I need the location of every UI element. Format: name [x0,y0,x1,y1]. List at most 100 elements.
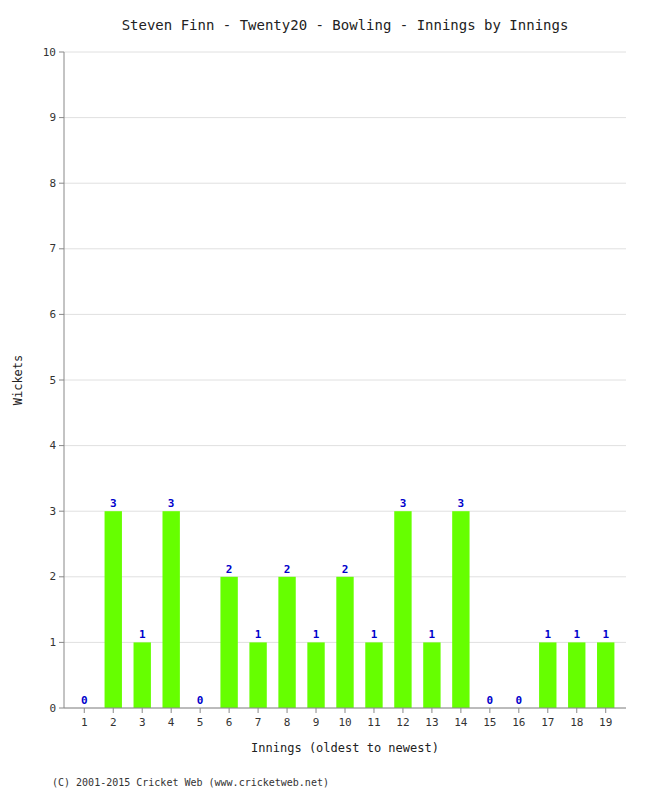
x-tick [229,708,230,713]
x-tick-label: 10 [338,716,351,729]
x-tick-label: 15 [483,716,496,729]
y-tick-label: 10 [43,46,56,59]
title: Steven Finn - Twenty20 - Bowling - Innin… [122,17,569,33]
y-tick [59,117,64,118]
x-tick [373,708,374,713]
y-tick-label: 0 [49,702,56,715]
bar [394,511,411,708]
x-tick-label: 8 [284,716,291,729]
data-label: 0 [516,694,523,707]
grid-line [64,380,626,381]
y-axis: 012345678910 [43,46,64,715]
y-tick [59,183,64,184]
y-tick-label: 8 [49,177,56,190]
x-tick-label: 19 [599,716,612,729]
bar [307,642,324,708]
x-tick [316,708,317,713]
bars [105,511,615,708]
bar [336,577,353,708]
x-tick-label: 17 [541,716,554,729]
y-tick-label: 9 [49,111,56,124]
y-tick [59,576,64,577]
y-tick-label: 3 [49,505,56,518]
x-tick [576,708,577,713]
x-tick-label: 9 [313,716,320,729]
y-tick [59,52,64,53]
x-tick [84,708,85,713]
x-tick-label: 11 [367,716,380,729]
y-tick-label: 1 [49,636,56,649]
bar [162,511,179,708]
data-label: 0 [81,694,88,707]
grid-line [64,445,626,446]
data-label: 1 [602,628,609,641]
x-tick [431,708,432,713]
x-tick-label: 13 [425,716,438,729]
data-label: 3 [110,497,117,510]
data-label: 1 [573,628,580,641]
grid-line [64,511,626,512]
data-label: 0 [487,694,494,707]
x-tick [605,708,606,713]
bar [105,511,122,708]
x-tick [547,708,548,713]
bar [568,642,585,708]
y-tick-label: 4 [49,439,56,452]
x-tick-label: 5 [197,716,204,729]
x-tick-label: 12 [396,716,409,729]
data-label: 3 [458,497,465,510]
data-label: 3 [168,497,175,510]
x-tick [113,708,114,713]
y-tick-label: 2 [49,570,56,583]
x-tick [518,708,519,713]
x-tick-label: 4 [168,716,175,729]
bar [423,642,440,708]
footer: (C) 2001-2015 Cricket Web (www.cricketwe… [52,777,329,788]
data-labels: 0313021212131300111 [81,497,609,707]
y-tick [59,380,64,381]
data-label: 0 [197,694,204,707]
y-tick-label: 6 [49,308,56,321]
data-label: 1 [544,628,551,641]
x-tick [345,708,346,713]
x-tick [142,708,143,713]
x-axis-label: Innings (oldest to newest) [251,741,439,755]
bar [539,642,556,708]
bar [249,642,266,708]
x-tick [258,708,259,713]
x-tick [171,708,172,713]
y-tick [59,708,64,709]
data-label: 3 [400,497,407,510]
bar [597,642,614,708]
y-tick [59,248,64,249]
bar [220,577,237,708]
x-tick-label: 6 [226,716,233,729]
x-tick [402,708,403,713]
data-label: 1 [429,628,436,641]
chart-container: 0123456789100313021212131300111123456789… [0,0,650,800]
x-tick [287,708,288,713]
y-tick [59,511,64,512]
grid-line [64,117,626,118]
bar [452,511,469,708]
data-label: 1 [255,628,262,641]
y-tick-label: 7 [49,242,56,255]
x-tick-label: 16 [512,716,525,729]
y-tick [59,445,64,446]
y-tick [59,314,64,315]
data-label: 1 [371,628,378,641]
grid-line [64,314,626,315]
data-label: 1 [139,628,146,641]
bar [365,642,382,708]
y-axis-label: Wickets [11,355,25,406]
data-label: 2 [226,563,233,576]
data-label: 2 [284,563,291,576]
x-tick-label: 14 [454,716,468,729]
data-label: 1 [313,628,320,641]
grid-line [64,52,626,53]
background [0,0,650,800]
bar [134,642,151,708]
y-tick [59,642,64,643]
x-tick-label: 2 [110,716,117,729]
grid-line [64,183,626,184]
